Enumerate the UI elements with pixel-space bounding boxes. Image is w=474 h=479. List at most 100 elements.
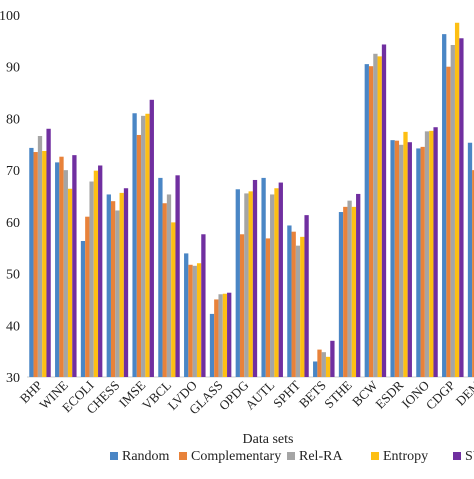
bar-su-autl bbox=[278, 182, 283, 377]
bar-su-wine bbox=[72, 155, 77, 377]
bar-su-bets bbox=[330, 340, 335, 377]
bar-complementary-iono bbox=[420, 146, 425, 377]
bar-entropy-opdg bbox=[248, 191, 253, 377]
bar-su-esdr bbox=[407, 142, 412, 377]
bar-rel-ra-bhp bbox=[37, 136, 43, 377]
legend-label: Random bbox=[122, 449, 170, 464]
bar-entropy-sthe bbox=[351, 206, 357, 377]
bar-entropy-lvdo bbox=[196, 263, 202, 377]
legend-swatch bbox=[179, 452, 187, 460]
bar-rel-ra-glass bbox=[218, 294, 223, 377]
bar-complementary-esdr bbox=[394, 140, 400, 377]
bar-entropy-esdr bbox=[403, 131, 408, 377]
bar-complementary-chess bbox=[110, 201, 116, 377]
x-tick-label: ESDR bbox=[372, 377, 406, 411]
bar-entropy-imse bbox=[145, 113, 150, 377]
y-tick-label: 90 bbox=[6, 61, 20, 76]
bar-random-iono bbox=[416, 148, 421, 377]
bar-rel-ra-bets bbox=[321, 352, 326, 377]
bar-rel-ra-iono bbox=[424, 131, 430, 377]
category-labels: BHPWINEECOLICHESSIMSEVBCLLVDOGLASSOPDGAU… bbox=[17, 377, 474, 417]
legend-swatch bbox=[371, 452, 379, 460]
bar-su-sthe bbox=[356, 193, 361, 377]
bar-random-bcw bbox=[364, 64, 369, 377]
bar-entropy-vbcl bbox=[171, 222, 176, 377]
y-tick-label: 100 bbox=[0, 9, 20, 24]
legend-label: SU- bbox=[465, 449, 474, 464]
bar-complementary-bhp bbox=[33, 152, 38, 377]
x-tick-label: AUTL bbox=[242, 377, 277, 412]
x-tick-label: OPDG bbox=[216, 378, 252, 414]
bar-random-vbcl bbox=[158, 177, 163, 377]
bar-rel-ra-spht bbox=[295, 245, 301, 377]
bar-su-lvdo bbox=[201, 234, 206, 377]
y-tick-label: 50 bbox=[6, 268, 20, 283]
bar-rel-ra-autl bbox=[270, 194, 275, 377]
bar-random-bets bbox=[313, 361, 318, 377]
bar-entropy-iono bbox=[429, 130, 434, 377]
x-tick-label: BETS bbox=[296, 378, 329, 411]
bar-rel-ra-wine bbox=[63, 170, 68, 377]
bars bbox=[29, 22, 474, 378]
bar-su-iono bbox=[433, 127, 438, 377]
bar-entropy-autl bbox=[274, 188, 279, 377]
bar-complementary-cdgp bbox=[446, 66, 451, 377]
bar-entropy-wine bbox=[67, 188, 73, 377]
legend: Random Complementary Rel-RA Entropy SU- bbox=[110, 449, 474, 464]
bar-random-autl bbox=[261, 177, 266, 377]
bar-complementary-bets bbox=[317, 349, 322, 377]
bar-rel-ra-bcw bbox=[373, 53, 378, 378]
bar-su-opdg bbox=[252, 179, 258, 377]
bar-rel-ra-cdgp bbox=[450, 44, 455, 377]
bar-su-bhp bbox=[46, 128, 51, 377]
legend-swatch bbox=[287, 452, 295, 460]
bar-entropy-bets bbox=[325, 356, 331, 377]
bar-entropy-cdgp bbox=[454, 22, 460, 378]
bar-random-opdg bbox=[235, 189, 240, 377]
bar-su-spht bbox=[304, 215, 309, 377]
bar-entropy-ecoli bbox=[93, 170, 99, 377]
bar-rel-ra-chess bbox=[115, 210, 120, 377]
bar-su-bcw bbox=[381, 44, 387, 377]
bar-random-esdr bbox=[390, 140, 395, 377]
bar-complementary-autl bbox=[265, 238, 271, 377]
bar-su-ecoli bbox=[98, 165, 103, 377]
bar-complementary-bcw bbox=[368, 66, 374, 377]
bar-rel-ra-opdg bbox=[244, 193, 249, 377]
bar-random-wine bbox=[55, 162, 60, 377]
y-tick-label: 40 bbox=[6, 319, 20, 334]
x-tick-label: STHE bbox=[321, 377, 355, 411]
x-axis-title: Data sets bbox=[243, 432, 294, 447]
y-tick-label: 70 bbox=[6, 164, 20, 179]
bar-complementary-wine bbox=[59, 156, 64, 377]
legend-label: Rel-RA bbox=[299, 449, 343, 464]
y-tick-label: 80 bbox=[6, 112, 20, 127]
bar-complementary-sthe bbox=[343, 206, 348, 377]
bar-random-cdgp bbox=[442, 34, 447, 378]
axes: 30 40 50 60 70 80 90 100 bbox=[0, 9, 474, 386]
bar-random-sthe bbox=[338, 212, 344, 377]
bar-random-spht bbox=[287, 225, 292, 377]
bar-su-imse bbox=[149, 99, 154, 377]
bar-rel-ra-lvdo bbox=[192, 265, 197, 377]
bar-complementary-glass bbox=[214, 299, 219, 377]
bar-entropy-spht bbox=[300, 236, 305, 377]
legend-swatch bbox=[110, 452, 118, 460]
y-tick-label: 60 bbox=[6, 216, 20, 231]
bar-su-glass bbox=[227, 292, 232, 377]
bar-su-chess bbox=[123, 188, 129, 377]
bar-complementary-ecoli bbox=[85, 216, 90, 377]
bar-rel-ra-sthe bbox=[347, 200, 352, 377]
bar-complementary-opdg bbox=[239, 234, 245, 377]
bar-rel-ra-vbcl bbox=[166, 194, 172, 377]
bar-random-chess bbox=[106, 194, 111, 377]
bar-entropy-glass bbox=[222, 293, 228, 377]
bar-complementary-dem bbox=[472, 170, 474, 377]
bar-rel-ra-esdr bbox=[399, 144, 404, 377]
bar-su-cdgp bbox=[459, 38, 464, 378]
bar-rel-ra-ecoli bbox=[89, 181, 94, 377]
bar-complementary-vbcl bbox=[162, 203, 167, 377]
bar-complementary-spht bbox=[291, 231, 296, 377]
